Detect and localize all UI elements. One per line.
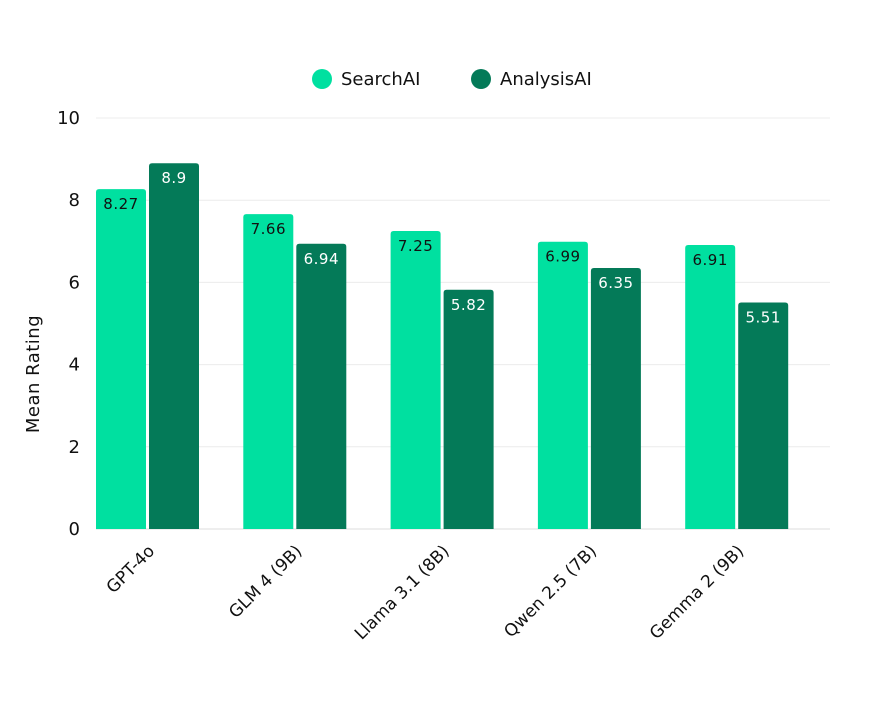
- bar-analysisai: [296, 243, 347, 530]
- y-axis: 0 2 4 6 8 10: [57, 108, 80, 540]
- legend-label: SearchAI: [341, 69, 420, 90]
- bars: [96, 163, 789, 530]
- data-label: 7.25: [398, 237, 433, 255]
- legend-item-analysisai: AnalysisAI: [471, 69, 592, 90]
- legend-marker: [312, 69, 332, 89]
- x-tick-label: GLM 4 (9B): [225, 541, 306, 622]
- x-tick-label: Qwen 2.5 (7B): [500, 541, 600, 641]
- y-tick-label: 8: [69, 190, 80, 211]
- x-axis: GPT-4o GLM 4 (9B) Llama 3.1 (8B) Qwen 2.5 (…: [103, 541, 748, 644]
- data-label: 7.66: [251, 220, 286, 238]
- y-tick-label: 10: [57, 108, 80, 129]
- data-label: 8.27: [103, 195, 138, 213]
- bar-analysisai: [738, 302, 789, 529]
- bar-searchai: [243, 214, 294, 529]
- x-tick-label: Llama 3.1 (8B): [351, 541, 454, 644]
- data-label: 6.35: [598, 274, 633, 292]
- bar-analysisai: [149, 163, 199, 529]
- x-tick-label: GPT-4o: [103, 541, 159, 597]
- legend-marker: [471, 69, 491, 89]
- y-tick-label: 4: [69, 355, 80, 376]
- bar-analysisai: [443, 289, 494, 529]
- bar-searchai: [390, 231, 441, 529]
- y-tick-label: 6: [69, 272, 80, 293]
- y-tick-label: 0: [69, 519, 80, 540]
- data-label: 8.9: [161, 169, 186, 187]
- data-label: 6.91: [692, 251, 727, 269]
- legend-item-searchai: SearchAI: [312, 69, 420, 90]
- legend: SearchAI AnalysisAI: [312, 69, 592, 90]
- data-label: 6.99: [545, 248, 580, 266]
- data-labels: 8.27 8.9 7.66 6.94 7.25 5.82 6.99 6.35 6.91 5.51: [103, 169, 780, 327]
- data-label: 5.82: [451, 296, 486, 314]
- bar-searchai: [537, 241, 588, 529]
- data-label: 6.94: [304, 250, 339, 268]
- bar-searchai: [685, 244, 736, 529]
- bar-analysisai: [590, 268, 641, 529]
- y-axis-label: Mean Rating: [23, 315, 44, 433]
- bar-searchai: [96, 189, 146, 529]
- y-tick-label: 2: [69, 437, 80, 458]
- legend-label: AnalysisAI: [500, 69, 592, 90]
- x-tick-label: Gemma 2 (9B): [646, 541, 748, 643]
- data-label: 5.51: [745, 309, 780, 327]
